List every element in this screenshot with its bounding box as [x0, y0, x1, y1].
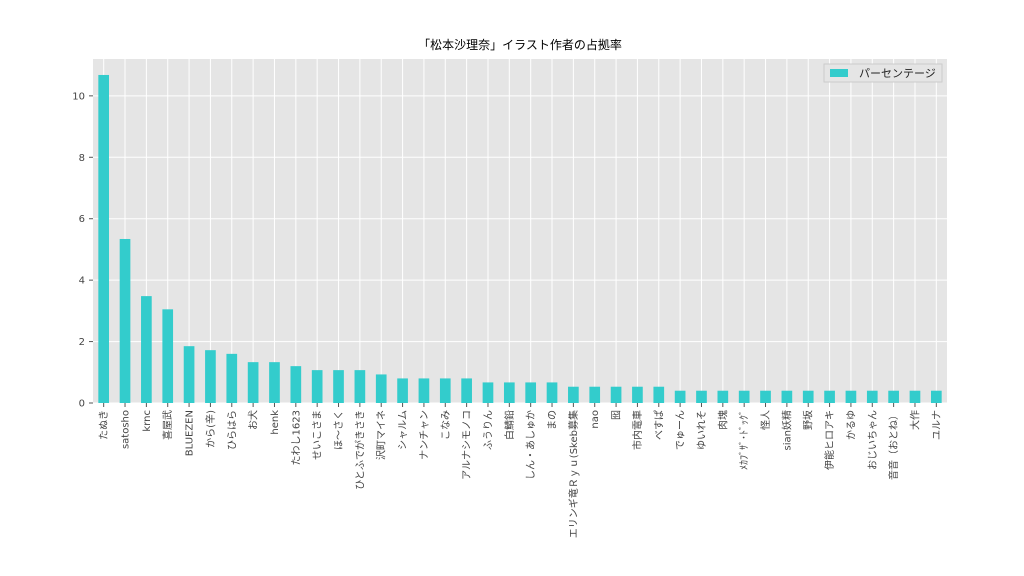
- x-tick-label: かるゆ: [845, 410, 857, 440]
- x-tick-label: エリンギ竜Ｒｙｕ(Skeb募集: [567, 410, 580, 538]
- x-tick-label: たぬき: [98, 410, 110, 440]
- y-tick-label: 8: [79, 153, 85, 164]
- y-tick-label: 10: [72, 91, 85, 102]
- bar: [589, 386, 601, 403]
- bar: [503, 382, 515, 403]
- x-tick-label: 音音（おとね）: [887, 410, 900, 480]
- x-tick-label: まの: [547, 410, 559, 430]
- bar: [546, 382, 558, 403]
- x-tick-label: 大作: [908, 410, 921, 430]
- x-tick-label: しん・あしゅか: [525, 410, 537, 480]
- x-tick-label: ﾒｶﾌﾞｻﾞ･ﾄﾞｯｸﾞ: [739, 410, 751, 470]
- x-tick-label: ゆいれそ: [696, 410, 708, 450]
- x-tick-label: アルナシモノコ: [461, 410, 473, 480]
- bar: [290, 366, 302, 403]
- bar: [888, 390, 899, 403]
- x-tick-label: nao: [590, 410, 601, 429]
- bar: [482, 382, 494, 403]
- x-tick-label: BLUEZEN: [185, 410, 196, 456]
- legend: パーセンテージ: [823, 63, 943, 83]
- bar: [760, 390, 771, 403]
- x-tick-label: 囮: [611, 410, 623, 420]
- x-tick-label: 伊能ヒロアキ: [823, 410, 836, 470]
- x-tick-label: こなみ: [440, 410, 452, 440]
- chart-title: 「松本沙理奈」イラスト作者の占拠率: [418, 37, 622, 52]
- bar: [397, 378, 408, 403]
- y-tick-label: 2: [79, 337, 85, 348]
- x-tick-label: ひらはら: [226, 410, 238, 450]
- bar: [247, 362, 259, 403]
- x-tick-label: 野坂: [803, 410, 815, 430]
- bar: [418, 378, 430, 403]
- bar: [632, 386, 643, 403]
- x-tick-label: 沢町マイネ: [375, 410, 388, 460]
- bar: [717, 390, 729, 403]
- x-tick-label: krnc: [142, 410, 153, 432]
- x-tick-label: せいこさま: [312, 410, 324, 460]
- bars-group: [98, 74, 942, 403]
- bar: [141, 296, 152, 403]
- x-tick-label: お犬: [247, 410, 260, 430]
- bar: [738, 390, 750, 403]
- bar: [269, 362, 280, 403]
- bar: [183, 346, 195, 403]
- bar: [311, 370, 323, 403]
- bar: [162, 309, 174, 403]
- bar: [845, 390, 857, 403]
- plot-area: [93, 59, 947, 403]
- bar: [610, 386, 622, 403]
- x-tick-label: ナンチャン: [418, 410, 430, 460]
- bar: [333, 370, 344, 403]
- x-tick-label: 肉塊: [716, 410, 729, 430]
- bar: [525, 382, 537, 403]
- x-tick-label: 市内電車: [631, 410, 644, 450]
- legend-label: パーセンテージ: [859, 67, 936, 80]
- x-tick-label: sian妖精: [780, 410, 793, 450]
- bar: [98, 74, 110, 403]
- legend-box: [823, 63, 943, 83]
- y-axis: 0 2 4 6 8 10: [72, 91, 93, 410]
- x-tick-label: おじいちゃん: [867, 410, 879, 470]
- bar: [461, 378, 472, 403]
- x-tick-label: でゅーん: [675, 410, 687, 450]
- x-tick-label: べすぱ: [653, 410, 665, 440]
- bar: [568, 386, 579, 403]
- bar: [119, 238, 131, 403]
- bar: [439, 378, 451, 403]
- x-tick-label: 怪人: [759, 410, 772, 430]
- bar: [653, 386, 665, 403]
- x-tick-label: 白鯖鉛: [503, 410, 516, 440]
- x-tick-label: 喜屋武: [161, 410, 174, 440]
- bar: [909, 390, 921, 403]
- x-tick-label: ひとふでがきさき: [353, 410, 366, 490]
- grid-lines: [93, 59, 947, 404]
- x-tick-label: satosho: [121, 410, 132, 449]
- bar: [375, 374, 387, 403]
- bar: [354, 370, 366, 403]
- bar: [205, 350, 216, 403]
- bar: [866, 390, 878, 403]
- x-tick-label: シャルム: [397, 410, 409, 450]
- legend-swatch: [830, 69, 848, 77]
- x-axis: たぬき satosho krnc 喜屋武 BLUEZEN から(辛) ひらはら お犬 henk た…: [98, 403, 943, 538]
- x-tick-label: henk: [270, 410, 281, 435]
- bar: [802, 390, 814, 403]
- y-tick-label: 6: [79, 214, 85, 225]
- x-tick-label: たわし1623: [290, 410, 302, 465]
- x-tick-label: ふうりん: [482, 410, 494, 450]
- x-tick-label: ユルナ: [931, 410, 943, 440]
- bar: [824, 390, 835, 403]
- x-tick-label: ほ〜さく: [333, 410, 345, 450]
- x-tick-label: から(辛): [204, 410, 217, 448]
- bar: [674, 390, 686, 403]
- y-tick-label: 0: [79, 399, 85, 410]
- bar: [226, 353, 238, 403]
- bar: [781, 390, 793, 403]
- bar: [696, 390, 707, 403]
- bar: [930, 390, 942, 403]
- y-tick-label: 4: [79, 276, 85, 287]
